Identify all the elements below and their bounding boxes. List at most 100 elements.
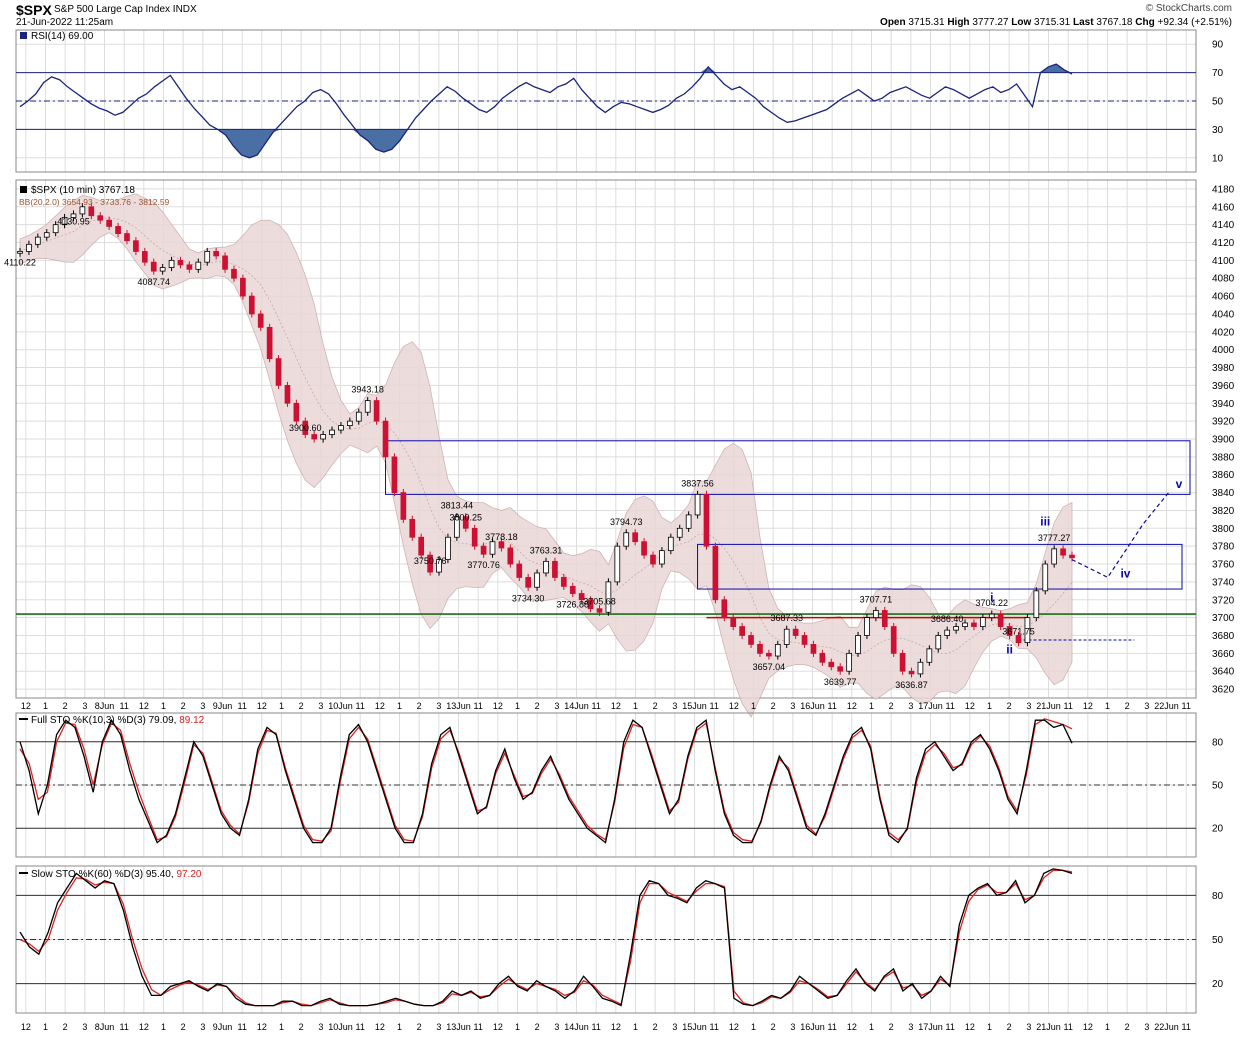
slow-x-tick: 3 [82,1022,87,1032]
price-candle [213,251,219,257]
price-candle [801,635,808,645]
price-x-tick: 15Jun [682,701,707,711]
slow-x-tick: 15Jun [682,1022,707,1032]
slow-x-tick: 12 [729,1022,739,1032]
wave-label: iv [1120,566,1130,580]
price-x-tick: 22Jun [1154,701,1179,711]
price-x-tick: 10Jun [328,701,353,711]
price-annotation: 3778.18 [485,532,518,542]
price-candle [79,206,86,215]
price-annotation: 3686.40 [931,614,964,624]
price-x-tick: 3 [554,701,559,711]
high-label: High [947,17,970,28]
slow-x-tick: 3 [200,1022,205,1032]
price-annotation: 3777.27 [1038,533,1071,543]
price-candle [569,585,576,594]
slow-x-tick: 2 [299,1022,304,1032]
price-candle [373,400,380,422]
price-candle [596,608,603,613]
slowsto-tick-label: 80 [1212,891,1224,902]
price-candle [855,635,861,654]
price-x-tick: 11 [1181,701,1190,711]
price-candle [480,545,487,555]
price-annotation: 3704.22 [975,598,1008,608]
price-annotation: 4110.22 [4,257,36,267]
price-x-tick: 16Jun [800,701,825,711]
high-value: 3777.27 [972,17,1009,28]
price-candle [507,547,514,565]
price-x-tick: 1 [397,701,402,711]
price-candle [311,434,318,440]
price-candle [971,622,977,627]
fullsto-tick-label: 20 [1212,824,1224,835]
price-candle [1015,635,1022,644]
price-candle [240,277,246,297]
slow-x-tick: 11 [119,1022,128,1032]
price-x-tick: 1 [869,701,874,711]
price-candle [409,518,416,538]
price-candle [454,516,460,538]
slow-x-tick: 3 [672,1022,677,1032]
price-annotation: 3837.56 [681,478,714,488]
slow-x-tick: 1 [515,1022,520,1032]
slow-x-tick: 9Jun [213,1022,233,1032]
slowsto-k-line [19,868,1073,1007]
chg-value: +92.34 (+2.51%) [1157,17,1233,28]
price-tick-label: 3620 [1212,685,1235,696]
slow-x-tick: 3 [1026,1022,1031,1032]
rsi-tick-label: 90 [1212,40,1224,51]
price-candle [1069,554,1075,559]
price-annotation: 3813.44 [441,501,474,511]
slow-x-tick: 2 [63,1022,68,1032]
price-candle [685,514,692,529]
price-candle [783,628,790,645]
price-tick-label: 3980 [1212,363,1235,374]
price-candle [382,420,389,458]
security-name-text: S&P 500 Large Cap Index [54,4,171,15]
price-x-tick: 3 [672,701,677,711]
price-legend-swatch [20,186,27,193]
price-x-tick: 1 [515,701,520,711]
price-candle [150,261,157,272]
price-candle [935,635,942,650]
slow-x-tick: 11 [355,1022,364,1032]
slow-x-tick: 12 [375,1022,385,1032]
price-candle [766,652,772,657]
slow-x-tick: 11 [945,1022,954,1032]
price-x-tick: 12 [847,701,857,711]
price-x-tick: 11 [945,701,954,711]
price-annotation: 3657.04 [753,662,786,672]
price-x-tick: 11 [1063,701,1072,711]
price-x-tick: 2 [1125,701,1130,711]
price-candle [997,613,1004,627]
price-x-tick: 9Jun [213,701,233,711]
price-candle [338,425,344,431]
price-annotation: 3687.33 [770,613,803,623]
price-candle [418,536,425,556]
price-x-tick: 3 [200,701,205,711]
open-label: Open [880,17,906,28]
price-candle [231,268,237,279]
wave-label: v [1176,477,1183,491]
fullsto-k-line [19,718,1073,844]
price-x-tick: 12 [493,701,503,711]
chg-label: Chg [1135,17,1155,28]
price-candle [988,613,995,619]
price-candle [489,541,496,555]
price-tick-label: 3820 [1212,506,1235,517]
slow-x-tick: 1 [397,1022,402,1032]
price-tick-label: 4020 [1212,327,1235,338]
price-candle [248,295,255,315]
price-candle [944,629,951,636]
price-x-tick: 12 [1083,701,1093,711]
rsi-tick-label: 10 [1212,153,1224,164]
price-annotation: 3900.60 [289,423,322,433]
price-x-tick: 11 [827,701,836,711]
price-x-tick: 11 [473,701,482,711]
price-annotation: 3794.73 [610,517,643,527]
price-tick-label: 3940 [1212,399,1235,410]
wave-label: iii [1040,515,1050,529]
price-candle [721,599,728,619]
slow-x-tick: 2 [1007,1022,1012,1032]
